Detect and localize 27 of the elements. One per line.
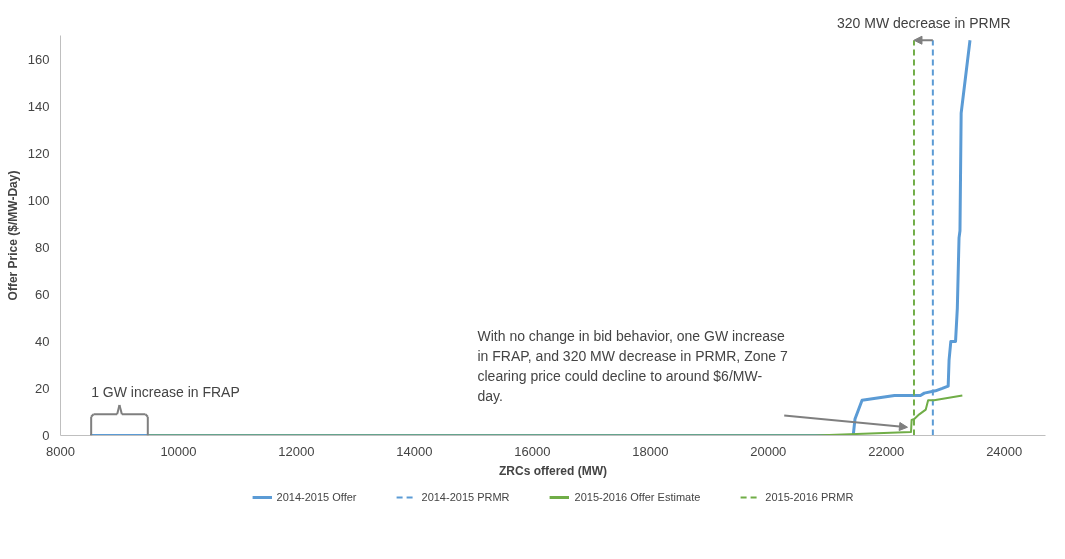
y-tick-label: 100 — [27, 192, 50, 208]
text: 320 MW decrease in PRMR — [837, 14, 1011, 31]
legend-label: 2015-2016 Offer Estimate — [574, 491, 701, 503]
y-tick-label: 60 — [35, 286, 50, 302]
x-tick-label: 8000 — [46, 443, 75, 459]
x-axis-title: ZRCs offered (MW) — [499, 463, 608, 478]
y-tick-label: 160 — [27, 51, 50, 67]
x-tick-label: 20000 — [750, 443, 787, 459]
legend-label: 2014-2015 PRMR — [421, 491, 510, 503]
x-tick-label: 16000 — [514, 443, 551, 459]
x-tick-label: 12000 — [278, 443, 315, 459]
y-tick-label: 120 — [27, 145, 50, 161]
x-tick-label: 22000 — [868, 443, 905, 459]
x-tick-label: 14000 — [396, 443, 433, 459]
y-tick-label: 0 — [42, 428, 50, 443]
y-axis-title: Offer Price ($/MW-Day) — [5, 170, 20, 301]
y-tick-label: 140 — [27, 98, 50, 114]
legend-label: 2015-2016 PRMR — [765, 491, 854, 503]
x-tick-label: 18000 — [632, 443, 669, 459]
y-tick-label: 80 — [35, 239, 50, 255]
y-tick-label: 20 — [35, 380, 50, 396]
y-tick-label: 40 — [35, 333, 50, 349]
x-tick-label: 10000 — [160, 443, 197, 459]
annotation: 1 GW increase in FRAP — [91, 384, 240, 401]
x-tick-label: 24000 — [986, 443, 1023, 459]
annotation: With no change in bid behavior, one GW increase in FRAP, and 320 MW decrease in PRMR, Zone 7 clearing price could decline to around $6/MW-day. — [477, 327, 788, 404]
legend-label: 2014-2015 Offer — [276, 491, 357, 503]
